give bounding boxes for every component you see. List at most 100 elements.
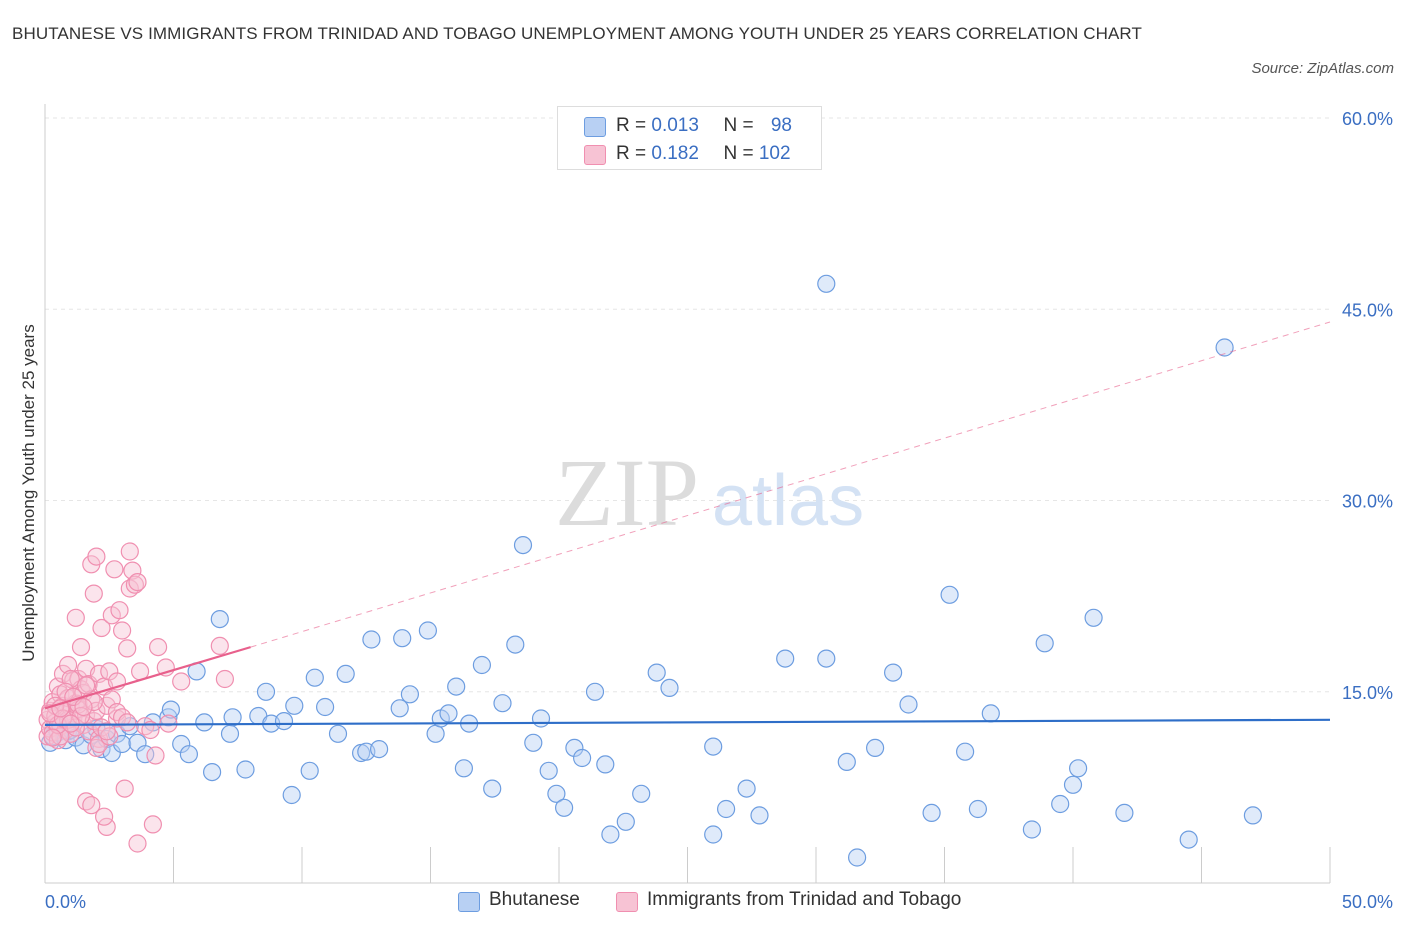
watermark: ZIP atlas — [555, 439, 864, 546]
point-bhutanese — [1215, 338, 1234, 357]
point-trinidad — [51, 727, 70, 746]
y-tick-label: 15.0% — [1342, 683, 1393, 703]
legend-r-value: 0.013 — [651, 115, 699, 136]
point-bhutanese — [572, 748, 592, 768]
grid-lines — [45, 117, 1330, 693]
point-bhutanese — [1179, 830, 1198, 849]
point-trinidad — [100, 727, 119, 746]
point-trinidad — [84, 584, 103, 603]
point-trinidad — [120, 542, 139, 561]
y-axis-label: Unemployment Among Youth under 25 years — [19, 324, 38, 661]
point-bhutanese — [472, 655, 491, 675]
source-label: Source: ZipAtlas.com — [1251, 60, 1394, 77]
point-bhutanese — [1243, 806, 1263, 825]
point-bhutanese — [776, 649, 795, 668]
point-bhutanese — [737, 779, 756, 798]
point-trinidad — [128, 572, 147, 592]
bottom-legend-label: Bhutanese — [489, 889, 580, 910]
point-bhutanese — [817, 274, 836, 293]
point-bhutanese — [172, 734, 191, 754]
y-tick-label: 30.0% — [1342, 492, 1393, 512]
point-bhutanese — [1084, 608, 1103, 627]
point-bhutanese — [210, 609, 229, 629]
point-bhutanese — [1068, 759, 1088, 778]
point-bhutanese — [454, 759, 473, 778]
trend-extension-trinidad — [250, 321, 1331, 648]
point-bhutanese — [1115, 803, 1134, 823]
legend-r-label: R = — [616, 115, 652, 136]
y-tick-label: 45.0% — [1342, 300, 1393, 320]
point-trinidad — [125, 575, 144, 594]
point-bhutanese — [418, 621, 437, 640]
point-bhutanese — [223, 708, 242, 727]
point-bhutanese — [981, 704, 1000, 723]
point-trinidad — [128, 834, 147, 853]
point-bhutanese — [940, 585, 959, 604]
legend-swatch-pink — [584, 145, 606, 165]
point-bhutanese — [750, 806, 769, 825]
point-bhutanese — [899, 695, 918, 714]
axes — [44, 104, 1331, 884]
point-trinidad — [66, 608, 85, 627]
point-bhutanese — [447, 677, 466, 696]
legend-row-trinidad: R = 0.182 N = 102 — [558, 139, 821, 167]
point-bhutanese — [922, 803, 941, 823]
bottom-swatch-blue — [458, 892, 480, 912]
point-bhutanese — [316, 697, 335, 717]
point-bhutanese — [847, 848, 867, 867]
point-bhutanese — [539, 761, 558, 780]
point-bhutanese — [195, 713, 214, 732]
point-trinidad — [43, 728, 62, 747]
point-bhutanese — [1051, 794, 1070, 814]
point-bhutanese — [220, 724, 240, 743]
point-bhutanese — [439, 704, 458, 723]
point-trinidad — [105, 560, 124, 579]
point-bhutanese — [203, 762, 222, 782]
point-bhutanese — [236, 760, 255, 779]
point-bhutanese — [955, 742, 975, 761]
point-bhutanese — [601, 825, 620, 844]
point-bhutanese — [362, 630, 381, 649]
point-trinidad — [87, 547, 106, 566]
point-bhutanese — [256, 682, 276, 701]
point-trinidad — [118, 639, 137, 658]
point-bhutanese — [704, 825, 723, 844]
point-bhutanese — [161, 700, 180, 719]
point-bhutanese — [632, 784, 651, 803]
point-bhutanese — [336, 664, 355, 684]
point-bhutanese — [585, 682, 605, 701]
point-bhutanese — [179, 745, 198, 764]
bottom-swatch-pink — [616, 892, 638, 912]
point-bhutanese — [660, 678, 679, 698]
point-trinidad — [141, 720, 160, 740]
point-bhutanese — [565, 738, 584, 758]
point-trinidad — [143, 815, 162, 834]
point-bhutanese — [513, 535, 533, 555]
point-bhutanese — [426, 724, 445, 743]
point-bhutanese — [390, 699, 409, 718]
trend-lines — [44, 321, 1331, 727]
point-trinidad — [149, 637, 168, 657]
point-bhutanese — [393, 629, 412, 648]
point-bhutanese — [837, 752, 856, 772]
point-trinidad — [215, 669, 234, 689]
point-bhutanese — [647, 663, 666, 682]
point-trinidad — [110, 601, 129, 620]
x-tick-label: 50.0% — [1342, 892, 1393, 912]
legend-r-value: 0.182 — [651, 143, 699, 164]
point-trinidad — [76, 676, 96, 695]
point-trinidad — [123, 561, 142, 580]
tick-labels: 15.0% 30.0% 45.0% 60.0% 0.0% 50.0% — [45, 109, 1393, 912]
correlation-legend: R = 0.013 N = 98 R = 0.182 N = 102 — [557, 106, 822, 170]
trend-line-trinidad — [44, 646, 251, 710]
point-bhutanese — [531, 709, 551, 728]
legend-n-value: 98 — [770, 115, 792, 136]
chart-title: BHUTANESE VS IMMIGRANTS FROM TRINIDAD AN… — [12, 24, 1142, 43]
point-trinidad — [97, 722, 116, 741]
point-bhutanese — [400, 685, 419, 704]
point-bhutanese — [716, 799, 736, 819]
point-trinidad — [112, 708, 132, 727]
point-trinidad — [146, 746, 165, 765]
point-bhutanese — [524, 733, 543, 752]
